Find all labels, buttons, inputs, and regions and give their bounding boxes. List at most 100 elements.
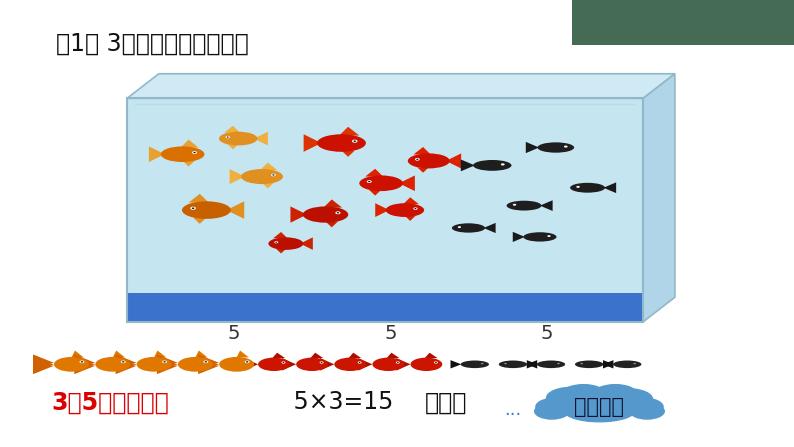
Ellipse shape	[575, 360, 603, 368]
Ellipse shape	[410, 358, 442, 371]
Ellipse shape	[205, 361, 207, 363]
Polygon shape	[273, 232, 287, 238]
Ellipse shape	[319, 361, 324, 364]
Polygon shape	[193, 218, 206, 224]
Polygon shape	[369, 190, 381, 195]
Ellipse shape	[219, 357, 254, 372]
Ellipse shape	[435, 362, 437, 363]
Polygon shape	[300, 237, 313, 250]
Ellipse shape	[452, 224, 485, 232]
Ellipse shape	[164, 361, 166, 363]
Ellipse shape	[416, 159, 418, 160]
Polygon shape	[75, 358, 95, 370]
Ellipse shape	[395, 361, 399, 364]
Polygon shape	[349, 353, 361, 358]
Ellipse shape	[535, 397, 576, 416]
Polygon shape	[198, 363, 219, 374]
Ellipse shape	[602, 388, 653, 409]
Polygon shape	[326, 222, 338, 228]
Text: （1） 3种鱼一共有多少条？: （1） 3种鱼一共有多少条？	[56, 31, 249, 55]
Ellipse shape	[178, 357, 213, 372]
Ellipse shape	[160, 147, 205, 162]
Ellipse shape	[547, 235, 550, 237]
Ellipse shape	[245, 360, 249, 363]
Polygon shape	[414, 147, 430, 155]
Polygon shape	[116, 363, 137, 374]
Ellipse shape	[372, 358, 404, 371]
Polygon shape	[226, 201, 245, 219]
Ellipse shape	[274, 241, 278, 243]
Polygon shape	[365, 169, 383, 177]
Ellipse shape	[386, 203, 424, 217]
Polygon shape	[262, 183, 273, 188]
Polygon shape	[339, 127, 359, 135]
Ellipse shape	[272, 174, 275, 176]
Ellipse shape	[546, 387, 597, 409]
Polygon shape	[396, 358, 410, 371]
Ellipse shape	[501, 163, 505, 165]
Polygon shape	[272, 353, 285, 358]
Ellipse shape	[434, 361, 438, 364]
Text: 5: 5	[228, 324, 241, 342]
Polygon shape	[303, 134, 322, 152]
Ellipse shape	[268, 237, 303, 250]
Ellipse shape	[203, 360, 208, 363]
Polygon shape	[291, 207, 307, 223]
Ellipse shape	[415, 158, 420, 160]
Ellipse shape	[121, 360, 125, 363]
Polygon shape	[450, 360, 461, 368]
Polygon shape	[116, 354, 137, 366]
Polygon shape	[228, 144, 238, 149]
Ellipse shape	[226, 136, 229, 138]
Ellipse shape	[246, 361, 249, 363]
Text: 5: 5	[540, 324, 553, 342]
Polygon shape	[603, 360, 614, 368]
Ellipse shape	[513, 204, 516, 206]
Text: 3个5的和是多少: 3个5的和是多少	[52, 390, 169, 414]
Ellipse shape	[321, 362, 322, 363]
Polygon shape	[75, 354, 95, 366]
Polygon shape	[224, 126, 240, 133]
Ellipse shape	[95, 357, 130, 372]
Bar	[127, 293, 643, 322]
Bar	[127, 98, 643, 322]
Ellipse shape	[570, 183, 605, 193]
Polygon shape	[484, 223, 495, 233]
Polygon shape	[198, 354, 219, 366]
Text: 5×3=15: 5×3=15	[286, 390, 393, 414]
Polygon shape	[260, 163, 277, 170]
Polygon shape	[461, 160, 475, 171]
Ellipse shape	[81, 361, 83, 363]
Polygon shape	[71, 350, 83, 358]
Ellipse shape	[481, 363, 484, 364]
Polygon shape	[603, 360, 614, 368]
Polygon shape	[526, 360, 538, 368]
Ellipse shape	[523, 232, 557, 241]
Polygon shape	[310, 353, 323, 358]
Polygon shape	[157, 358, 178, 370]
Ellipse shape	[337, 212, 339, 214]
Ellipse shape	[192, 207, 195, 209]
Polygon shape	[237, 350, 249, 358]
Ellipse shape	[241, 169, 283, 184]
Polygon shape	[198, 358, 219, 370]
Polygon shape	[33, 358, 54, 370]
Ellipse shape	[54, 357, 89, 372]
Ellipse shape	[303, 207, 349, 223]
Polygon shape	[446, 153, 461, 169]
Ellipse shape	[357, 361, 361, 364]
Ellipse shape	[397, 362, 399, 363]
Ellipse shape	[507, 201, 542, 211]
Text: ···: ···	[504, 406, 522, 424]
Polygon shape	[254, 132, 268, 145]
Ellipse shape	[276, 242, 277, 243]
Ellipse shape	[225, 136, 230, 138]
Polygon shape	[154, 350, 166, 358]
Polygon shape	[399, 175, 414, 191]
Ellipse shape	[283, 362, 284, 363]
Ellipse shape	[629, 403, 665, 420]
Ellipse shape	[499, 360, 527, 368]
Polygon shape	[276, 249, 286, 253]
Ellipse shape	[162, 360, 167, 363]
Ellipse shape	[192, 151, 197, 154]
